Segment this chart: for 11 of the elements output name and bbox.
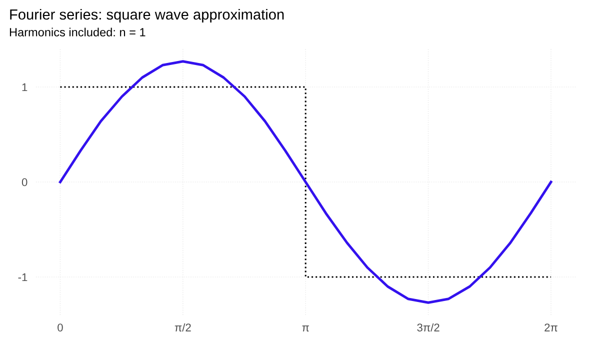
x-tick-label: 2π: [544, 324, 558, 332]
y-tick-label: 0: [22, 178, 28, 186]
x-tick-label: π/2: [174, 323, 191, 332]
x-tick-label: 3π/2: [417, 323, 440, 332]
line-series: [58, 60, 552, 304]
x-tick-label: π: [302, 326, 309, 332]
y-tick-label: -1: [18, 273, 28, 282]
chart-subtitle: Harmonics included: n = 1: [10, 28, 146, 36]
x-tick-label: 0: [58, 324, 63, 332]
y-tick-label: 1: [22, 83, 28, 92]
chart-title: Fourier series: square wave approximation: [10, 8, 284, 23]
